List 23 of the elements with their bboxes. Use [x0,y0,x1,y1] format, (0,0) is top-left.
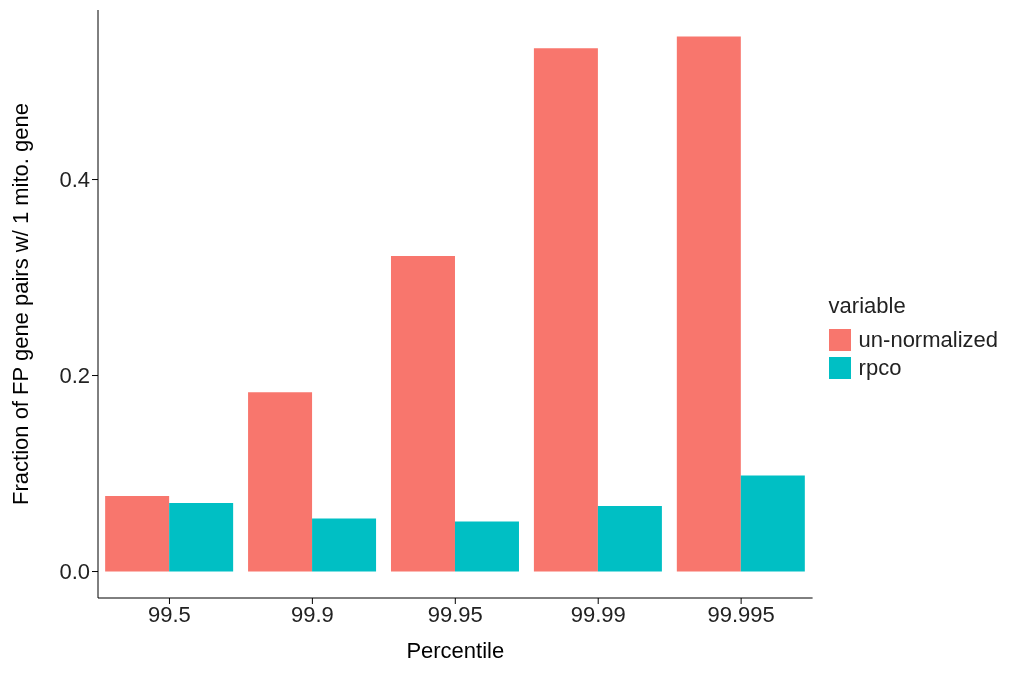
x-tick-label: 99.99 [570,601,626,627]
bar [740,475,805,572]
bar [248,392,313,572]
y-tick-label: 0.4 [59,167,90,193]
bar [454,521,519,572]
x-axis-title: Percentile [406,638,505,663]
bar [169,502,234,572]
x-tick-label: 99.5 [148,601,191,627]
legend-label: rpco [858,355,902,381]
x-tick-label: 99.995 [707,601,775,627]
y-tick-label: 0.0 [59,559,90,585]
y-axis-title: Fraction of FP gene pairs w/ 1 mito. gene [7,103,33,505]
y-tick-label: 0.2 [59,363,90,389]
bar [390,255,455,572]
bar [597,505,662,572]
bar [533,48,598,572]
bar [312,518,377,572]
bar [105,496,170,572]
x-tick-label: 99.95 [427,601,483,627]
legend-label: un-normalized [858,327,998,353]
x-tick-label: 99.9 [290,601,334,627]
bar [676,36,741,572]
legend-title: variable [828,293,907,319]
